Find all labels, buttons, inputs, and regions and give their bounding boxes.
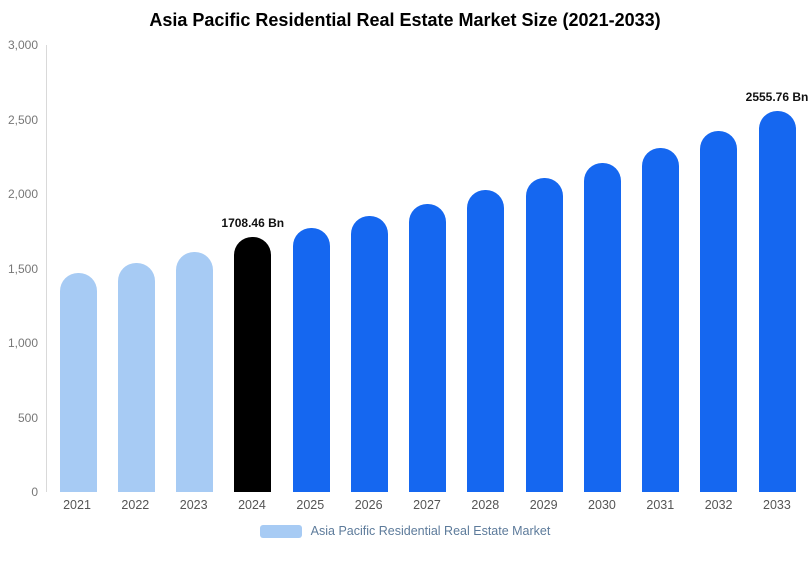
y-axis: 3,000 2,500 2,000 1,500 1,000 500 0 xyxy=(0,38,46,499)
x-tick-label: 2021 xyxy=(63,498,91,512)
bar-column xyxy=(525,45,563,492)
bar-2029[interactable] xyxy=(525,177,563,492)
y-tick-label: 2,000 xyxy=(7,187,38,201)
bar-column xyxy=(700,45,738,492)
x-tick-label: 2027 xyxy=(413,498,441,512)
x-tick-label: 2026 xyxy=(354,498,383,512)
bar-2030[interactable] xyxy=(583,162,621,492)
chart-title: Asia Pacific Residential Real Estate Mar… xyxy=(149,10,661,30)
x-axis: 2021 2022 2023 2024 2025 2026 2027 2028 2029 2030… xyxy=(46,492,802,518)
x-tick-label: 2031 xyxy=(646,498,675,512)
bar-2026[interactable] xyxy=(350,216,388,492)
bar-column xyxy=(350,45,388,492)
y-tick-label: 1,500 xyxy=(7,261,38,276)
x-tick-label: 2022 xyxy=(121,498,150,512)
plot-wrap: 3,000 2,500 2,000 1,500 1,000 500 0 1708.46 Bn… xyxy=(0,38,808,499)
bar-column xyxy=(59,45,97,492)
bar-column xyxy=(583,45,621,492)
bar-column xyxy=(117,45,155,492)
legend-label: Asia Pacific Residential Real Estate Mar… xyxy=(310,524,551,538)
x-tick-label: 2030 xyxy=(588,498,616,512)
bar-2023[interactable] xyxy=(176,252,213,492)
bar-column xyxy=(467,45,505,492)
x-tick-label: 2024 xyxy=(238,498,266,512)
bar-2033[interactable]: 2555.76 Bn xyxy=(746,90,808,492)
legend-swatch-icon xyxy=(259,524,302,538)
y-tick-label: 0 xyxy=(31,485,38,499)
legend-item[interactable]: Asia Pacific Residential Real Estate Mar… xyxy=(0,524,810,538)
bar-2024[interactable]: 1708.46 Bn xyxy=(221,216,284,492)
y-tick-label: 500 xyxy=(17,410,38,425)
x-tick-label: 2033 xyxy=(763,498,791,512)
bar-column: 1708.46 Bn xyxy=(221,45,284,492)
x-tick-label: 2032 xyxy=(704,498,733,512)
bar-2021[interactable] xyxy=(59,272,97,492)
data-label: 2555.76 Bn xyxy=(745,90,809,105)
y-tick-label: 3,000 xyxy=(7,38,38,52)
x-tick-label: 2029 xyxy=(529,498,558,512)
bar-column xyxy=(292,45,330,492)
x-tick-label: 2025 xyxy=(296,498,325,512)
bar-2025[interactable] xyxy=(292,227,330,492)
y-tick-label: 2,500 xyxy=(7,112,38,127)
bar-2028[interactable] xyxy=(467,190,505,492)
bar-column xyxy=(642,45,680,492)
x-tick-label: 2023 xyxy=(179,498,208,512)
bar-2032[interactable] xyxy=(700,130,738,492)
bar-column xyxy=(409,45,447,492)
data-label: 1708.46 Bn xyxy=(221,216,285,231)
bar-column: 2555.76 Bn xyxy=(746,45,808,492)
bar-2031[interactable] xyxy=(642,147,679,492)
bar-column xyxy=(176,45,214,492)
plot-area: 1708.46 Bn 2555.76 Bn xyxy=(46,45,808,492)
x-tick-label: 2028 xyxy=(471,498,500,512)
bar-2022[interactable] xyxy=(117,262,155,492)
y-tick-label: 1,000 xyxy=(7,336,38,350)
bar-2027[interactable] xyxy=(409,203,446,492)
